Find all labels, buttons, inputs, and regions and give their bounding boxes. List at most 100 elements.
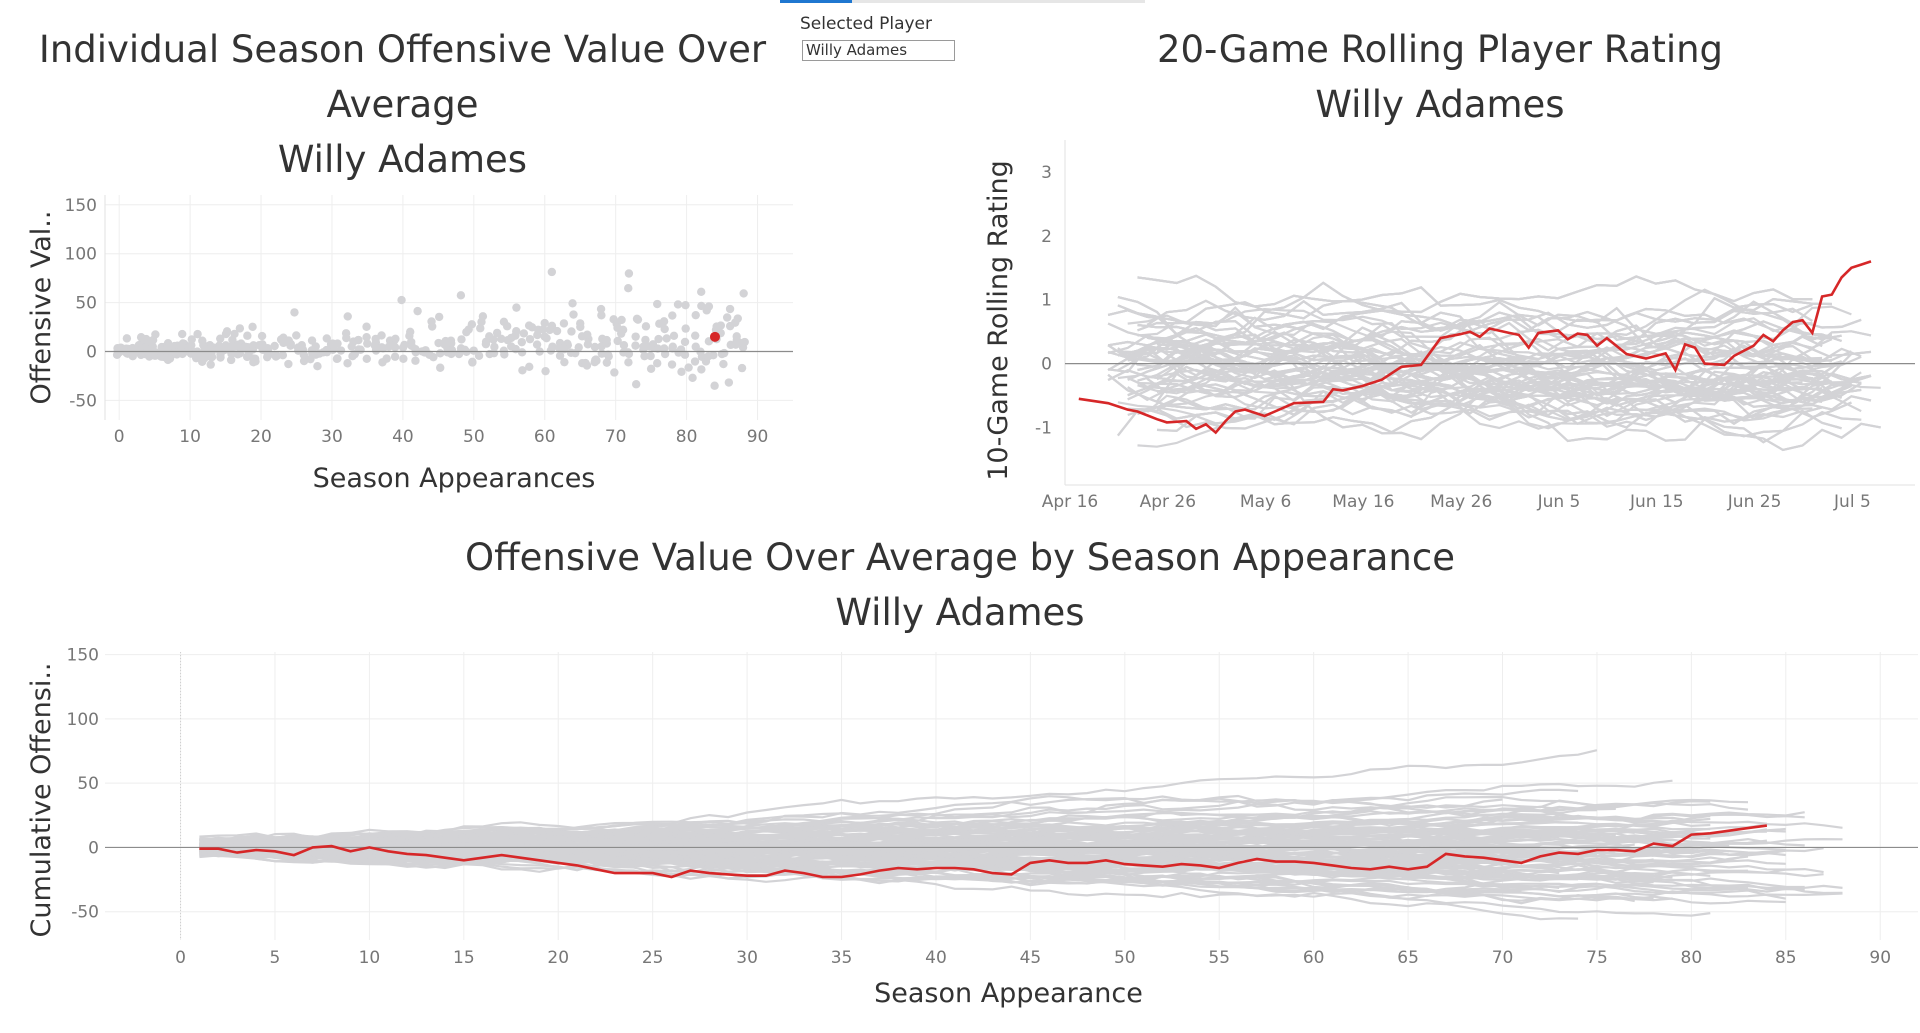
cumulative-x-tick-label: 80 [1681,948,1703,968]
cumulative-player-line [199,846,1730,891]
cumulative-background-series [199,749,1843,921]
scatter-point [362,332,371,342]
scatter-point [326,340,336,349]
cumulative-x-tick-label: 15 [453,948,475,968]
scatter-point [517,348,527,357]
scatter-point [631,380,641,389]
rolling-player-line [1107,344,1832,397]
scatter-point [560,357,569,367]
scatter-point [141,334,151,344]
scatter-point [517,337,527,347]
scatter-point [660,324,669,334]
scatter-point [370,341,380,350]
scatter-point [681,324,690,333]
cumulative-x-tick-label: 90 [1869,948,1891,968]
scatter-point [738,338,747,348]
rolling-player-line [1137,340,1823,395]
scatter-y-tick-label: -50 [69,391,97,411]
scatter-point [263,352,272,362]
scatter-point [680,337,690,347]
scatter-highlight-point [709,331,720,342]
scatter-point [541,366,550,376]
scatter-point [512,303,521,312]
rolling-highlight-line [1078,260,1872,435]
scatter-x-tick-label: 0 [114,427,125,447]
scatter-point [390,352,400,361]
scatter-point [377,331,386,340]
scatter-point [354,335,363,345]
selected-player-input[interactable] [802,40,955,61]
rolling-player-line [1127,370,1833,430]
scatter-point [440,340,449,349]
scatter-point [178,329,187,339]
scatter-point [688,373,697,383]
scatter-point [233,340,243,349]
cumulative-y-tick-label: 50 [77,774,99,794]
cumulative-y-axis-label: Cumulative Offensi.. [26,663,57,938]
cumulative-x-tick-label: 75 [1586,948,1608,968]
scatter-x-axis-label: Season Appearances [313,463,596,494]
scatter-point [336,346,346,355]
rolling-player-line [1107,369,1852,426]
cumulative-player-line [199,828,1635,847]
scatter-point [631,341,640,350]
cumulative-highlight-line [199,824,1768,879]
cumulative-player-line [199,844,1786,864]
scatter-point [447,345,457,355]
cumulative-x-tick-label: 30 [736,948,758,968]
rolling-title-line-1: 20-Game Rolling Player Rating [1156,28,1724,71]
scatter-point [390,343,400,352]
scatter-point [499,346,509,355]
scatter-point [311,350,321,359]
scatter-title-player: Willy Adames [277,138,528,181]
rolling-player-line [1117,304,1804,393]
scatter-point [397,295,406,305]
scatter-point [624,358,633,367]
scatter-point [220,344,230,353]
rolling-player-line [1117,296,1842,370]
cumulative-x-tick-label: 20 [547,948,569,968]
scatter-point [176,341,186,351]
scatter-point [631,332,640,341]
scatter-point [525,334,535,344]
scatter-point [737,363,747,373]
scatter-point [384,342,393,351]
scatter-point [590,342,600,352]
scatter-point [112,350,122,360]
scatter-point [592,356,601,365]
scatter-point [405,327,415,337]
scatter-point [669,331,679,341]
cumulative-title-line-1: Offensive Value Over Average by Season A… [465,536,1455,579]
scatter-point [662,334,671,343]
scatter-point [653,344,662,353]
cumulative-x-tick-label: 65 [1397,948,1419,968]
scatter-point [610,368,619,377]
cumulative-y-tick-label: 0 [88,838,99,858]
rolling-player-line [1156,403,1823,438]
scatter-point [704,302,714,311]
scatter-point [399,354,408,363]
scatter-point [583,330,592,339]
scatter-point [732,332,741,341]
scatter-point [226,355,236,365]
scatter-point [646,364,656,373]
scatter-point [270,341,279,351]
scatter-point [602,358,612,367]
scatter-point [559,319,569,328]
scatter-point [582,361,592,370]
cumulative-x-tick-label: 50 [1114,948,1136,968]
scatter-point [216,334,225,343]
scatter-x-tick-label: 50 [463,427,485,447]
scatter-point [654,334,663,344]
scatter-chart: 0 10 20 30 40 50 60 70 80 90 -50 0 50 100 150 Season Ap… [26,195,793,494]
scatter-point [255,341,264,350]
scatter-point [710,381,719,390]
scatter-point [739,289,748,298]
scatter-point [151,330,160,339]
rolling-y-tick-label: 1 [1041,291,1052,311]
scatter-x-tick-label: 90 [747,427,769,447]
scatter-point [492,328,502,338]
scatter-point [400,340,409,350]
scatter-y-tick-label: 100 [65,245,97,265]
